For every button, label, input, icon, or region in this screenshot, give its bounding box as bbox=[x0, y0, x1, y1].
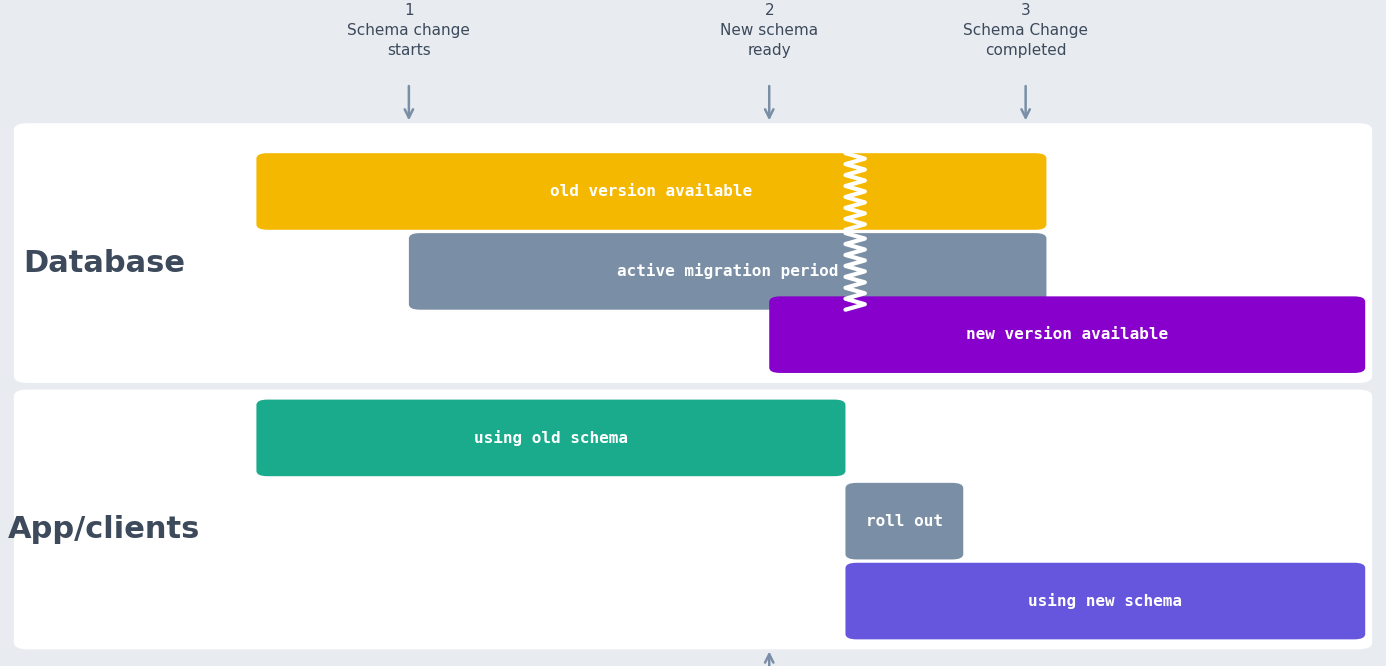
Text: roll out: roll out bbox=[866, 513, 942, 529]
Text: 2
New schema
ready: 2 New schema ready bbox=[721, 3, 818, 58]
Text: 3
Schema Change
completed: 3 Schema Change completed bbox=[963, 3, 1088, 58]
Text: Database: Database bbox=[24, 248, 184, 278]
FancyBboxPatch shape bbox=[845, 563, 1365, 639]
FancyBboxPatch shape bbox=[769, 296, 1365, 373]
FancyBboxPatch shape bbox=[256, 400, 845, 476]
FancyBboxPatch shape bbox=[14, 123, 1372, 383]
Text: 1
Schema change
starts: 1 Schema change starts bbox=[348, 3, 470, 58]
Text: using new schema: using new schema bbox=[1028, 593, 1182, 609]
FancyBboxPatch shape bbox=[14, 390, 1372, 649]
FancyBboxPatch shape bbox=[845, 483, 963, 559]
FancyBboxPatch shape bbox=[256, 153, 1046, 230]
Text: new version available: new version available bbox=[966, 327, 1168, 342]
Text: App/clients: App/clients bbox=[8, 515, 200, 544]
FancyBboxPatch shape bbox=[409, 233, 1046, 310]
Text: active migration period: active migration period bbox=[617, 263, 839, 280]
Text: old version available: old version available bbox=[550, 184, 753, 199]
Text: using old schema: using old schema bbox=[474, 430, 628, 446]
